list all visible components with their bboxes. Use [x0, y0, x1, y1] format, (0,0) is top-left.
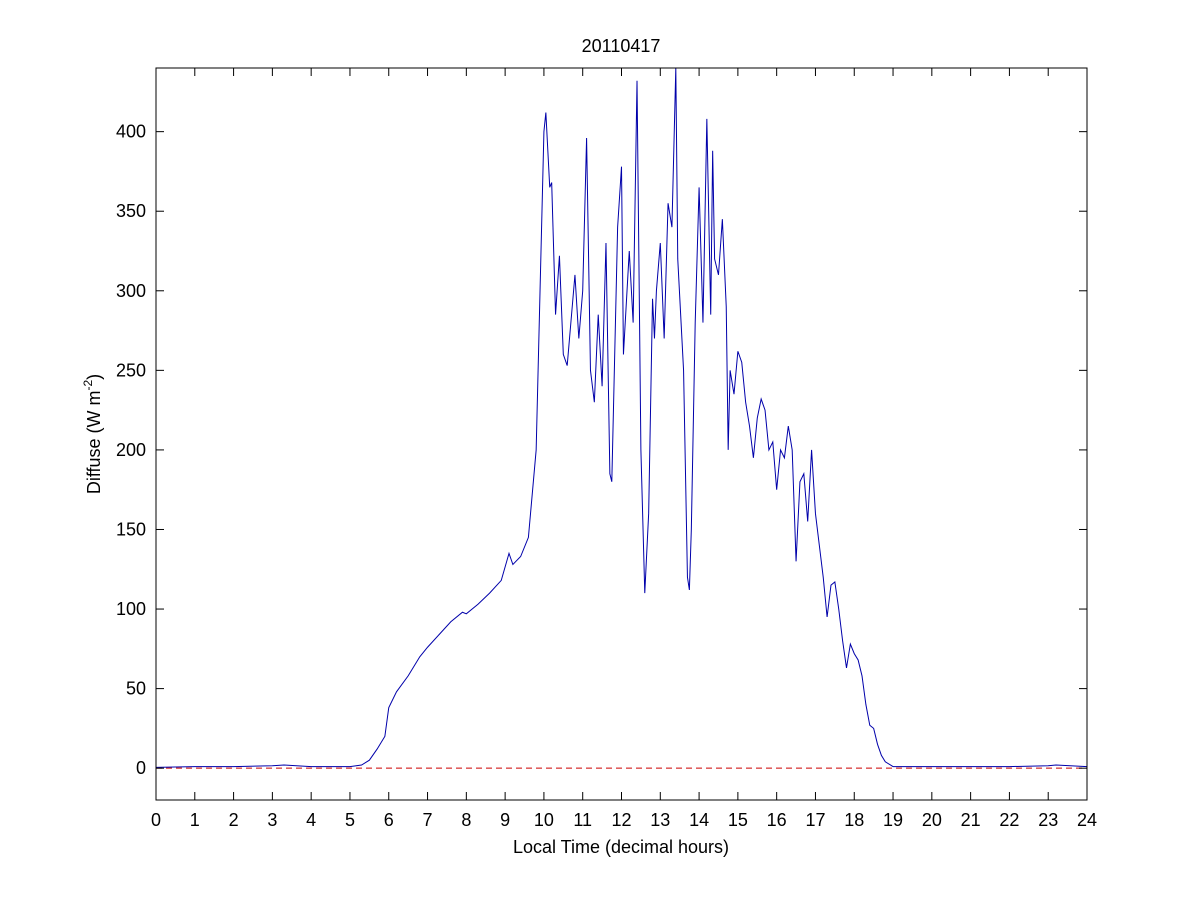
- x-tick-label: 5: [345, 810, 355, 830]
- y-tick-label: 200: [116, 440, 146, 460]
- y-tick-label: 100: [116, 599, 146, 619]
- x-tick-label: 17: [805, 810, 825, 830]
- x-tick-label: 4: [306, 810, 316, 830]
- x-tick-label: 7: [423, 810, 433, 830]
- y-axis-label: Diffuse (W m-2): [81, 374, 104, 494]
- y-tick-label: 50: [126, 679, 146, 699]
- x-axis-label: Local Time (decimal hours): [513, 837, 729, 857]
- y-tick-label: 350: [116, 201, 146, 221]
- x-tick-label: 10: [534, 810, 554, 830]
- x-tick-label: 0: [151, 810, 161, 830]
- plot-area: [155, 67, 1088, 769]
- y-tick-label: 0: [136, 758, 146, 778]
- data-line: [155, 67, 1088, 768]
- y-tick-label: 300: [116, 281, 146, 301]
- x-tick-label: 11: [573, 810, 592, 830]
- x-tick-label: 22: [999, 810, 1019, 830]
- x-tick-label: 6: [384, 810, 394, 830]
- y-label-suffix: ): [84, 374, 104, 380]
- y-label-superscript: -2: [81, 379, 95, 390]
- x-tick-label: 15: [728, 810, 748, 830]
- x-tick-label: 1: [190, 810, 200, 830]
- x-tick-label: 18: [844, 810, 864, 830]
- x-tick-label: 9: [500, 810, 510, 830]
- x-tick-label: 13: [650, 810, 670, 830]
- x-tick-label: 21: [961, 810, 981, 830]
- y-tick-label: 250: [116, 360, 146, 380]
- x-tick-label: 16: [767, 810, 787, 830]
- x-tick-label: 19: [883, 810, 903, 830]
- x-tick-label: 12: [611, 810, 631, 830]
- x-tick-label: 2: [229, 810, 239, 830]
- x-tick-label: 24: [1077, 810, 1097, 830]
- x-tick-label: 8: [461, 810, 471, 830]
- x-tick-label: 23: [1038, 810, 1058, 830]
- y-tick-label: 400: [116, 122, 146, 142]
- y-tick-label: 150: [116, 519, 146, 539]
- chart-title: 20110417: [582, 36, 661, 56]
- x-tick-label: 3: [267, 810, 277, 830]
- x-tick-label: 20: [922, 810, 942, 830]
- x-tick-label: 14: [689, 810, 709, 830]
- y-label-text: Diffuse (W m: [84, 390, 104, 494]
